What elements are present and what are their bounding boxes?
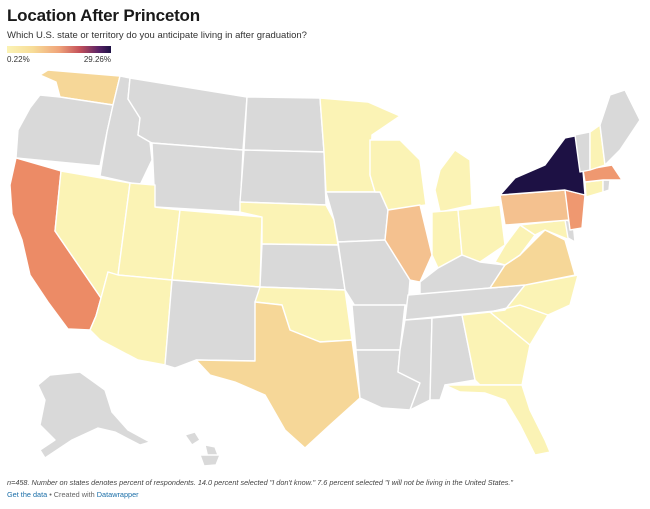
state-nm[interactable] <box>164 279 261 369</box>
state-ri[interactable] <box>602 179 611 193</box>
state-ny[interactable] <box>499 134 586 196</box>
credits: Get the data • Created with Datawrapper <box>7 490 139 499</box>
datawrapper-link[interactable]: Datawrapper <box>96 490 139 499</box>
state-mt[interactable] <box>127 77 248 151</box>
state-co[interactable] <box>171 209 263 288</box>
state-hi-island[interactable] <box>199 454 221 467</box>
legend-gradient-bar <box>7 46 111 53</box>
legend-max-label: 29.26% <box>83 55 111 64</box>
state-mi[interactable] <box>434 149 473 213</box>
created-with-text: • Created with <box>47 490 97 499</box>
state-sd[interactable] <box>239 149 327 206</box>
map-title: Location After Princeton <box>7 6 200 25</box>
state-or[interactable] <box>15 94 114 167</box>
state-me[interactable] <box>599 89 641 166</box>
state-wy[interactable] <box>151 142 244 213</box>
footnote: n=458. Number on states denotes percent … <box>7 478 514 487</box>
state-ks[interactable] <box>259 243 346 291</box>
state-oh[interactable] <box>457 204 506 263</box>
state-ak[interactable] <box>37 371 151 459</box>
state-nd[interactable] <box>243 96 325 153</box>
state-ct[interactable] <box>584 179 604 198</box>
state-fl[interactable] <box>444 384 551 456</box>
state-pa[interactable] <box>499 189 571 226</box>
map-subtitle: Which U.S. state or territory do you ant… <box>7 30 307 41</box>
state-tx[interactable] <box>195 301 361 449</box>
state-ar[interactable] <box>351 304 406 351</box>
legend-min-label: 0.22% <box>7 55 30 64</box>
color-legend: 0.22% 29.26% <box>7 46 111 64</box>
get-data-link[interactable]: Get the data <box>7 490 48 499</box>
state-hi[interactable] <box>184 431 201 446</box>
